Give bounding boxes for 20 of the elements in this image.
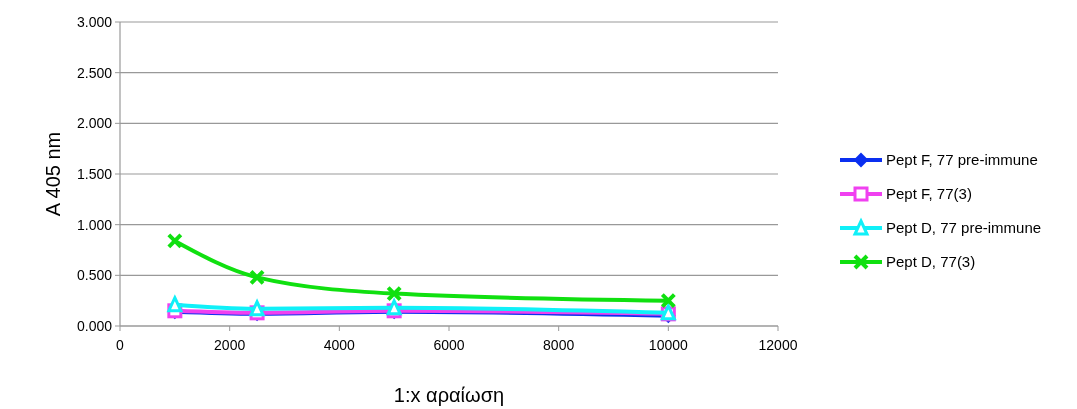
x-tick-label: 2000: [214, 337, 246, 353]
y-tick-label: 2.000: [76, 115, 113, 132]
x-tick-label: 0: [116, 337, 125, 353]
y-tick-label: 0.000: [76, 317, 113, 334]
x-tick-label: 8000: [543, 337, 575, 353]
legend-label: Pept F, 77 pre-immune: [886, 151, 1038, 169]
x-tick-label: 10000: [648, 337, 689, 353]
y-tick-label: 3.000: [76, 13, 113, 30]
x-axis-title: 1:x αραίωση: [393, 384, 505, 406]
x-tick-label: 4000: [323, 337, 356, 353]
x-tick-label: 12000: [758, 337, 798, 353]
y-axis-title: A 405 nm: [42, 131, 64, 217]
legend-label: Pept D, 77(3): [886, 253, 976, 271]
y-tick-label: 2.500: [76, 64, 113, 81]
y-tick-label: 0.500: [76, 267, 113, 284]
y-tick-label: 1.500: [76, 165, 113, 182]
legend-label: Pept F, 77(3): [886, 185, 972, 203]
y-tick-label: 1.000: [76, 216, 113, 233]
x-tick-label: 6000: [433, 337, 465, 353]
legend-label: Pept D, 77 pre-immune: [886, 219, 1042, 237]
